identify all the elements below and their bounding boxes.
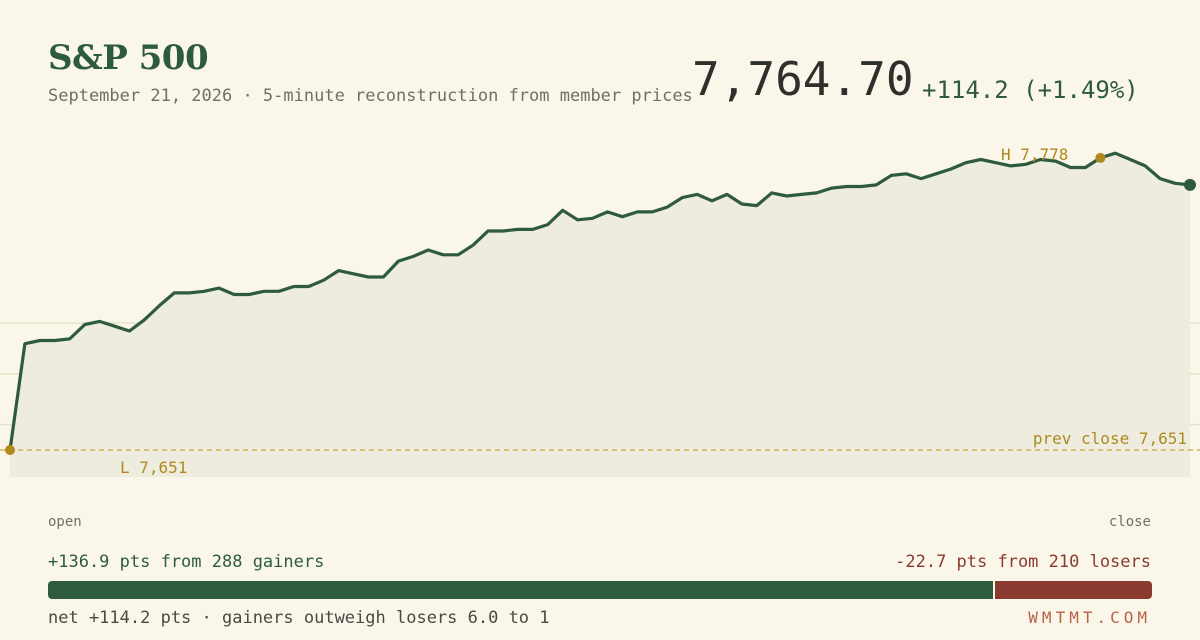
current-price: 7,764.70 <box>692 52 914 106</box>
high-marker <box>1095 152 1106 163</box>
x-axis-end-label: close <box>1108 514 1151 530</box>
brand-link[interactable]: WMTMT.COM <box>1028 608 1151 627</box>
breadth-bar-gainers <box>48 581 993 599</box>
price-line <box>8 151 1192 452</box>
gainers-summary: +136.9 pts from 288 gainers <box>48 552 325 572</box>
page-subtitle: September 21, 2026 · 5-minute reconstruc… <box>48 86 693 106</box>
price-change: +114.2 (+1.49%) <box>922 76 1139 104</box>
low-marker <box>5 445 15 456</box>
breadth-bar <box>48 581 1152 599</box>
page-title: S&P 500 <box>48 38 209 78</box>
area-fill <box>10 153 1190 477</box>
losers-summary: -22.7 pts from 210 losers <box>895 552 1151 572</box>
prev-close-label: prev close 7,651 <box>1033 429 1187 448</box>
last-price-marker <box>1184 178 1196 191</box>
low-label: L 7,651 <box>120 458 187 477</box>
breadth-bar-separator <box>993 581 995 599</box>
intraday-chart: H 7,778 L 7,651 prev close 7,651 <box>0 145 1200 477</box>
breadth-bar-losers <box>995 581 1152 599</box>
net-summary: net +114.2 pts · gainers outweigh losers… <box>48 608 550 628</box>
x-axis-start-label: open <box>48 514 82 530</box>
high-label: H 7,778 <box>1001 145 1068 164</box>
